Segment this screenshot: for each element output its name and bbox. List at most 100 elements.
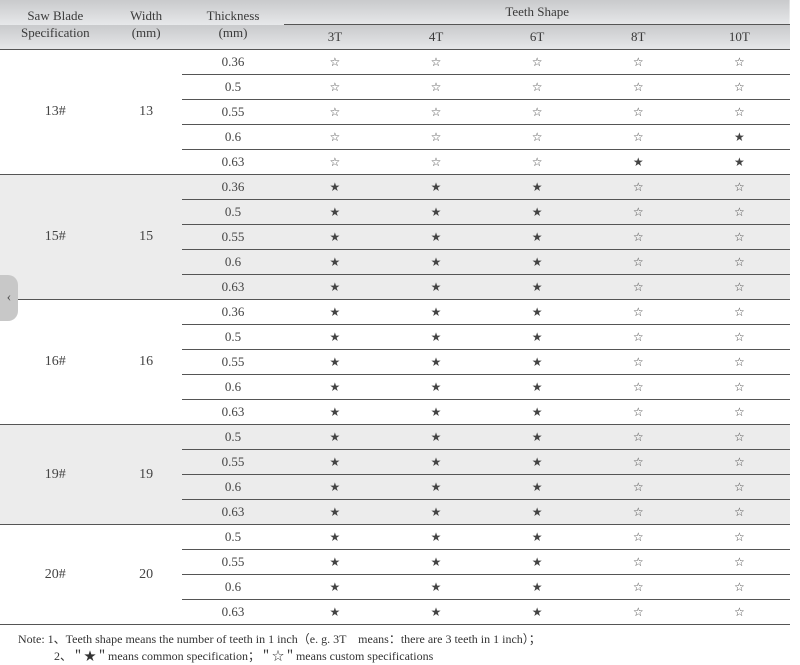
star-common-icon: ★ — [385, 225, 486, 250]
width-cell: 15 — [111, 175, 182, 300]
star-common-icon: ★ — [284, 525, 385, 550]
thickness-cell: 0.63 — [182, 275, 285, 300]
star-common-icon: ★ — [487, 525, 588, 550]
star-custom-icon: ☆ — [689, 475, 790, 500]
star-common-icon: ★ — [487, 375, 588, 400]
star-common-icon: ★ — [689, 150, 790, 175]
star-custom-icon: ☆ — [689, 325, 790, 350]
star-custom-icon: ☆ — [689, 300, 790, 325]
width-cell: 20 — [111, 525, 182, 625]
star-custom-icon: ☆ — [689, 400, 790, 425]
star-custom-icon: ☆ — [385, 150, 486, 175]
star-custom-icon: ☆ — [284, 75, 385, 100]
star-common-icon: ★ — [284, 575, 385, 600]
star-custom-icon: ☆ — [689, 525, 790, 550]
star-common-icon: ★ — [487, 300, 588, 325]
star-custom-icon: ☆ — [689, 375, 790, 400]
star-custom-icon: ☆ — [588, 100, 689, 125]
star-custom-icon: ☆ — [385, 75, 486, 100]
header-teeth-3t: 3T — [284, 25, 385, 50]
thickness-cell: 0.5 — [182, 325, 285, 350]
star-custom-icon: ☆ — [689, 250, 790, 275]
star-common-icon: ★ — [284, 475, 385, 500]
star-custom-icon: ☆ — [588, 175, 689, 200]
header-teeth-8t: 8T — [588, 25, 689, 50]
saw-blade-table: Saw Blade Specification Width (mm) Thick… — [0, 0, 790, 624]
star-common-icon: ★ — [487, 400, 588, 425]
footnote: Note: 1、Teeth shape means the number of … — [0, 624, 790, 665]
star-custom-icon: ☆ — [588, 225, 689, 250]
star-custom-icon: ☆ — [588, 475, 689, 500]
thickness-cell: 0.6 — [182, 575, 285, 600]
thickness-cell: 0.36 — [182, 175, 285, 200]
star-common-icon: ★ — [284, 175, 385, 200]
side-tab[interactable]: ‹ — [0, 275, 18, 321]
star-custom-icon: ☆ — [588, 75, 689, 100]
header-width-line2: (mm) — [132, 25, 161, 40]
star-custom-icon: ☆ — [487, 100, 588, 125]
header-teeth-6t: 6T — [487, 25, 588, 50]
star-common-icon: ★ — [385, 425, 486, 450]
star-custom-icon: ☆ — [588, 600, 689, 625]
star-custom-icon: ☆ — [689, 500, 790, 525]
star-common-icon: ★ — [385, 475, 486, 500]
star-common-icon: ★ — [284, 300, 385, 325]
star-common-icon: ★ — [487, 200, 588, 225]
header-width: Width (mm) — [111, 0, 182, 50]
star-common-icon: ★ — [487, 600, 588, 625]
star-custom-icon: ☆ — [487, 50, 588, 75]
header-teeth-10t: 10T — [689, 25, 790, 50]
star-custom-icon: ☆ — [385, 125, 486, 150]
star-custom-icon: ☆ — [689, 575, 790, 600]
width-cell: 19 — [111, 425, 182, 525]
header-spec-line2: Specification — [21, 25, 90, 40]
thickness-cell: 0.55 — [182, 450, 285, 475]
star-custom-icon: ☆ — [588, 550, 689, 575]
header-thick-line1: Thickness — [207, 8, 260, 23]
star-custom-icon: ☆ — [689, 425, 790, 450]
thickness-cell: 0.55 — [182, 350, 285, 375]
star-common-icon: ★ — [487, 225, 588, 250]
star-custom-icon: ☆ — [588, 400, 689, 425]
star-common-icon: ★ — [487, 500, 588, 525]
footnote-line-1: Note: 1、Teeth shape means the number of … — [18, 631, 786, 648]
header-spec-line1: Saw Blade — [27, 8, 83, 23]
star-custom-icon: ☆ — [385, 50, 486, 75]
star-common-icon: ★ — [487, 325, 588, 350]
star-custom-icon: ☆ — [284, 125, 385, 150]
star-common-icon: ★ — [487, 250, 588, 275]
thickness-cell: 0.63 — [182, 600, 285, 625]
star-common-icon: ★ — [284, 225, 385, 250]
star-common-icon: ★ — [385, 350, 486, 375]
header-width-line1: Width — [130, 8, 162, 23]
star-common-icon: ★ — [284, 200, 385, 225]
star-custom-icon: ☆ — [689, 450, 790, 475]
star-custom-icon: ☆ — [689, 225, 790, 250]
spec-cell: 16# — [0, 300, 111, 425]
star-common-icon: ★ — [385, 400, 486, 425]
star-custom-icon: ☆ — [588, 275, 689, 300]
width-cell: 16 — [111, 300, 182, 425]
star-custom-icon: ☆ — [385, 100, 486, 125]
star-common-icon: ★ — [385, 300, 486, 325]
star-custom-icon: ☆ — [588, 300, 689, 325]
thickness-cell: 0.6 — [182, 125, 285, 150]
table-header: Saw Blade Specification Width (mm) Thick… — [0, 0, 790, 50]
star-common-icon: ★ — [385, 575, 486, 600]
star-common-icon: ★ — [487, 425, 588, 450]
thickness-cell: 0.6 — [182, 475, 285, 500]
star-common-icon: ★ — [284, 425, 385, 450]
star-custom-icon: ☆ — [689, 175, 790, 200]
star-common-icon: ★ — [487, 350, 588, 375]
star-custom-icon: ☆ — [689, 100, 790, 125]
star-common-icon: ★ — [385, 600, 486, 625]
star-custom-icon: ☆ — [284, 150, 385, 175]
thickness-cell: 0.6 — [182, 250, 285, 275]
star-custom-icon: ☆ — [284, 100, 385, 125]
star-common-icon: ★ — [487, 550, 588, 575]
star-custom-icon: ☆ — [588, 500, 689, 525]
star-common-icon: ★ — [385, 525, 486, 550]
star-custom-icon: ☆ — [588, 525, 689, 550]
star-custom-icon: ☆ — [588, 50, 689, 75]
star-common-icon: ★ — [385, 200, 486, 225]
